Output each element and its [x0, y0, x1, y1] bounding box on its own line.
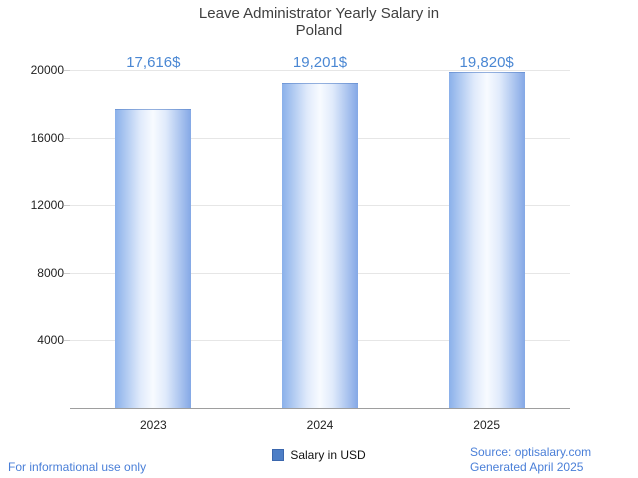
y-axis-tick-label: 8000	[37, 265, 64, 280]
value-label-2023: 17,616$	[126, 54, 181, 71]
value-label-2024: 19,201$	[292, 54, 348, 71]
bar-2024	[282, 82, 358, 408]
bar-2023	[115, 109, 192, 408]
x-axis-tick-label: 2023	[139, 418, 167, 432]
y-tick-mark	[64, 340, 70, 342]
plot-area	[64, 70, 570, 409]
source-text: Source: optisalary.com	[470, 445, 592, 459]
gridline	[70, 70, 570, 71]
x-axis-tick-label: 2025	[473, 418, 501, 432]
legend-swatch	[272, 449, 285, 461]
y-tick-mark	[64, 137, 70, 139]
y-tick-mark	[64, 205, 70, 207]
y-tick-mark	[64, 272, 70, 274]
y-axis-tick-label: 4000	[37, 333, 64, 348]
x-axis-tick-label: 2024	[306, 418, 334, 432]
value-label-2025: 19,820$	[459, 54, 514, 71]
legend-label: Salary in USD	[290, 448, 366, 462]
chart-title: Leave Administrator Yearly Salary in Pol…	[198, 5, 440, 39]
y-tick-mark	[64, 70, 70, 71]
generated-text: Generated April 2025	[470, 460, 584, 474]
y-axis-tick-label: 12000	[30, 198, 64, 213]
bar-2025	[448, 72, 525, 408]
source-info: Source: optisalary.com Generated April 2…	[470, 445, 591, 475]
disclaimer-text: For informational use only	[8, 460, 147, 474]
legend: Salary in USD	[0, 448, 638, 462]
y-axis-tick-label: 16000	[30, 130, 64, 145]
y-axis-tick-label: 20000	[30, 63, 64, 77]
